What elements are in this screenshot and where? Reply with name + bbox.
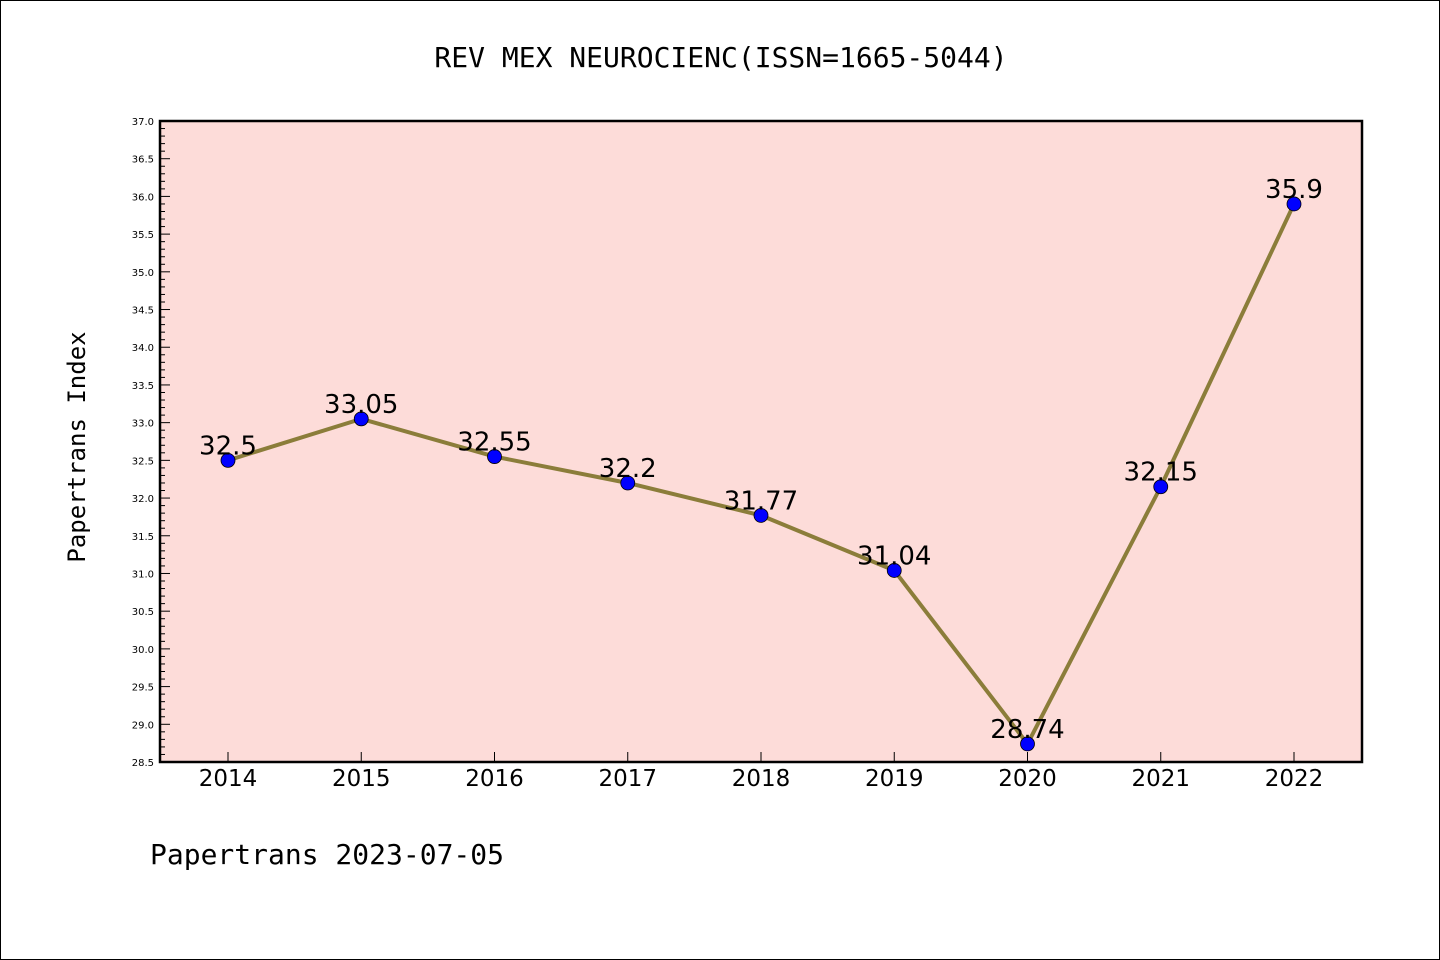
data-label: 32.55 (457, 428, 531, 458)
data-point (1020, 736, 1035, 752)
data-label: 31.77 (724, 486, 798, 516)
y-axis: 28.5 29.0 29.5 30.0 30.5 31.0 31.5 32.0 32.5 33.0… (132, 117, 170, 769)
x-tick-label: 2021 (1131, 766, 1190, 792)
y-tick-label: 35.0 (132, 268, 154, 279)
data-label: 35.9 (1265, 175, 1323, 205)
y-tick-label: 34.0 (132, 343, 154, 354)
data-point (1286, 196, 1302, 212)
x-axis: 2014 2015 2016 2017 2018 2019 2020 2021 2022 (199, 752, 1324, 792)
data-point (886, 563, 902, 578)
chart-title: REV MEX NEUROCIENC(ISSN=1665-5044) (434, 41, 1007, 74)
y-tick-label: 34.5 (132, 306, 154, 317)
data-point (1153, 479, 1169, 495)
y-tick-label: 33.0 (132, 419, 154, 430)
y-tick-label: 31.0 (132, 569, 154, 580)
x-tick-label: 2019 (865, 766, 924, 792)
x-tick-label: 2014 (199, 766, 258, 792)
data-label: 28.74 (990, 715, 1064, 745)
series-group (220, 196, 1302, 752)
data-label: 32.2 (599, 454, 657, 484)
x-tick-label: 2018 (732, 766, 791, 792)
x-tick-label: 2017 (598, 766, 657, 792)
y-tick-label: 37.0 (132, 117, 154, 128)
y-tick-label: 32.0 (132, 494, 154, 505)
x-tick-label: 2022 (1265, 766, 1324, 792)
y-axis-label: Papertrans Index (63, 331, 91, 562)
y-tick-label: 28.5 (132, 758, 154, 769)
data-label: 31.04 (857, 541, 931, 571)
data-point (220, 452, 236, 468)
y-tick-label: 29.5 (132, 683, 154, 694)
footer-date: Papertrans 2023-07-05 (150, 838, 504, 871)
y-tick-label: 30.5 (132, 607, 154, 618)
y-tick-label: 31.5 (132, 532, 154, 543)
x-tick-label: 2020 (998, 766, 1057, 792)
data-point (487, 449, 502, 464)
y-tick-label: 32.5 (132, 456, 154, 467)
y-tick-label: 36.0 (132, 192, 154, 203)
data-label: 32.15 (1124, 458, 1198, 488)
y-tick-label: 30.0 (132, 645, 154, 656)
x-tick-label: 2016 (465, 766, 524, 792)
data-point (753, 508, 769, 523)
y-tick-label: 33.5 (132, 381, 154, 392)
data-labels: 32.5 33.05 32.55 32.2 31.77 31.04 28.74 32.15 35… (199, 175, 1323, 745)
data-label: 33.05 (324, 390, 398, 420)
data-label: 32.5 (199, 431, 257, 461)
data-point (620, 475, 636, 491)
y-tick-label: 35.5 (132, 230, 154, 241)
plot-area (158, 119, 1364, 764)
y-tick-label: 36.5 (132, 155, 154, 166)
y-tick-label: 29.0 (132, 720, 154, 731)
data-point (353, 411, 369, 427)
x-tick-label: 2015 (332, 766, 391, 792)
